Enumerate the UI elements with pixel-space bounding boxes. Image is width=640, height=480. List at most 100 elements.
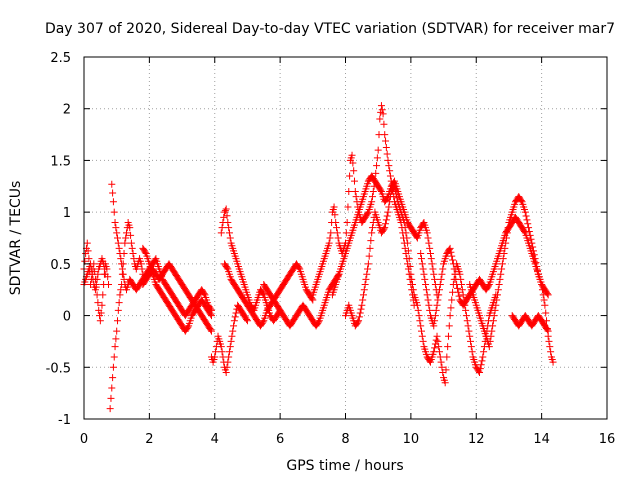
data-point bbox=[224, 358, 232, 366]
data-point bbox=[348, 151, 356, 159]
data-point bbox=[489, 322, 497, 330]
data-point bbox=[222, 205, 230, 213]
data-point bbox=[117, 255, 125, 263]
data-point bbox=[259, 290, 267, 298]
x-tick-label: 8 bbox=[341, 432, 349, 447]
data-point bbox=[355, 317, 363, 325]
y-tick-label: 1.5 bbox=[50, 154, 71, 169]
data-point bbox=[221, 207, 229, 215]
data-point bbox=[115, 299, 123, 307]
data-point bbox=[424, 296, 432, 304]
data-point bbox=[490, 312, 498, 320]
data-point bbox=[416, 317, 424, 325]
data-point bbox=[364, 260, 372, 268]
data-point bbox=[128, 244, 136, 252]
data-point bbox=[382, 137, 390, 145]
data-point bbox=[404, 239, 412, 247]
data-point bbox=[534, 266, 542, 274]
data-point bbox=[437, 358, 445, 366]
data-point bbox=[527, 235, 535, 243]
data-point bbox=[220, 213, 228, 221]
data-point bbox=[422, 281, 430, 289]
data-point bbox=[207, 312, 215, 320]
data-point bbox=[542, 309, 550, 317]
data-point bbox=[343, 218, 351, 226]
data-point bbox=[351, 187, 359, 195]
data-point bbox=[211, 353, 219, 361]
data-point bbox=[539, 291, 547, 299]
data-point bbox=[528, 239, 536, 247]
data-point bbox=[225, 348, 233, 356]
data-point bbox=[429, 265, 437, 273]
data-point bbox=[488, 327, 496, 335]
data-point bbox=[372, 169, 380, 177]
data-point bbox=[98, 301, 106, 309]
data-point bbox=[222, 368, 230, 376]
data-point bbox=[418, 260, 426, 268]
data-point bbox=[368, 224, 376, 232]
data-point bbox=[538, 286, 546, 294]
data-point bbox=[444, 343, 452, 351]
grid-lines bbox=[84, 57, 607, 419]
data-point bbox=[496, 275, 504, 283]
data-point bbox=[438, 363, 446, 371]
data-point bbox=[436, 353, 444, 361]
data-point bbox=[229, 327, 237, 335]
data-point bbox=[114, 234, 122, 242]
data-point bbox=[538, 281, 546, 289]
data-point bbox=[223, 363, 231, 371]
data-point bbox=[406, 262, 414, 270]
data-point bbox=[384, 156, 392, 164]
data-point bbox=[417, 322, 425, 330]
data-point bbox=[531, 255, 539, 263]
data-point bbox=[458, 286, 466, 294]
data-point bbox=[225, 224, 233, 232]
data-point bbox=[356, 309, 364, 317]
data-point bbox=[364, 265, 372, 273]
data-point bbox=[218, 224, 226, 232]
data-point bbox=[529, 247, 537, 255]
chart-title: Day 307 of 2020, Sidereal Day-to-day VTE… bbox=[45, 21, 615, 37]
x-tick-label: 12 bbox=[468, 432, 485, 447]
data-point bbox=[119, 270, 127, 278]
data-point bbox=[121, 239, 129, 247]
data-point bbox=[448, 252, 456, 260]
data-point bbox=[373, 154, 381, 162]
data-point bbox=[230, 322, 238, 330]
data-point bbox=[449, 260, 457, 268]
data-point bbox=[437, 275, 445, 283]
y-axis-label: SDTVAR / TECUs bbox=[8, 181, 24, 296]
data-point bbox=[114, 239, 122, 247]
data-point bbox=[424, 234, 432, 242]
y-tick-label: -0.5 bbox=[46, 361, 71, 376]
data-point bbox=[414, 306, 422, 314]
data-point bbox=[230, 317, 238, 325]
data-point bbox=[376, 115, 384, 123]
data-point bbox=[494, 286, 502, 294]
data-point bbox=[500, 250, 508, 258]
data-point bbox=[502, 234, 510, 242]
data-point bbox=[85, 255, 93, 263]
data-point bbox=[100, 260, 108, 268]
data-point bbox=[383, 212, 391, 220]
data-point bbox=[476, 365, 484, 373]
data-point bbox=[212, 348, 220, 356]
data-point bbox=[331, 211, 339, 219]
data-point bbox=[377, 102, 385, 110]
data-point bbox=[383, 194, 391, 202]
data-point bbox=[217, 229, 225, 237]
x-tick-label: 2 bbox=[145, 432, 153, 447]
data-point bbox=[364, 209, 372, 217]
data-point bbox=[137, 260, 145, 268]
data-point bbox=[295, 264, 303, 272]
data-point bbox=[223, 212, 231, 220]
data-point bbox=[446, 244, 454, 252]
data-point bbox=[431, 317, 439, 325]
data-point bbox=[464, 322, 472, 330]
data-point bbox=[426, 357, 434, 365]
data-point bbox=[129, 250, 137, 258]
data-point bbox=[486, 337, 494, 345]
data-point bbox=[423, 291, 431, 299]
data-point bbox=[504, 224, 512, 232]
